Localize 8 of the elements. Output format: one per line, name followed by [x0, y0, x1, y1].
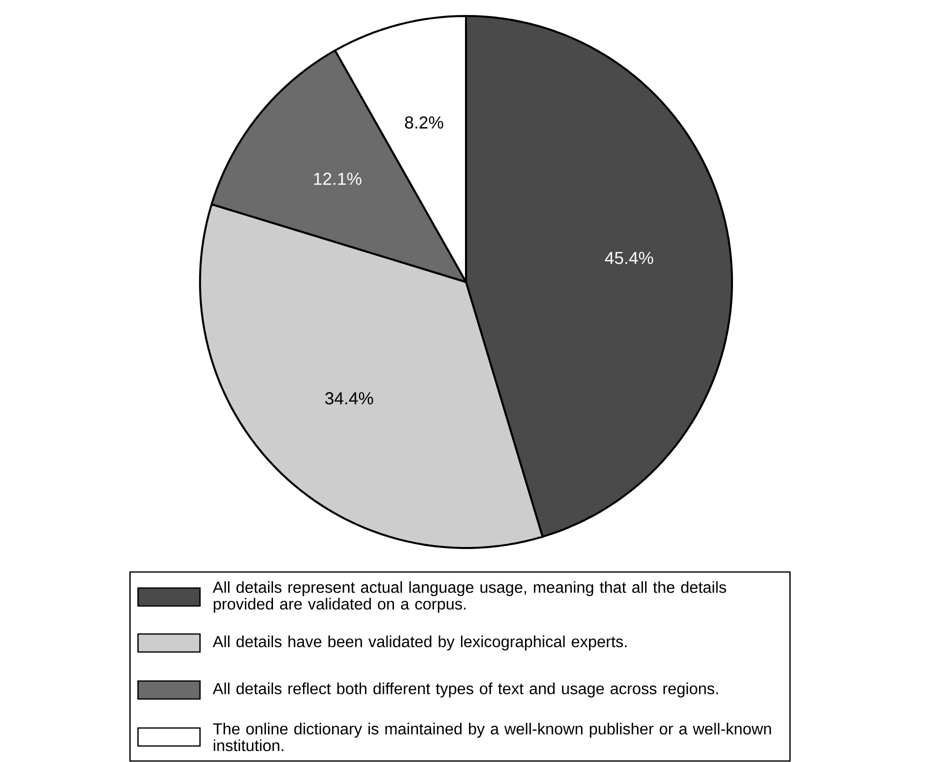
data-label: 34.4%: [325, 392, 374, 404]
legend-label: All details have been validated by lexicographical experts.: [212, 636, 627, 650]
legend-label: All details represent actual language usage, meaning that all the details provided are validated on a corpus.: [212, 581, 726, 613]
legend-label: The online dictionary is maintained by a well-known publisher or a well-known institution.: [213, 722, 771, 752]
data-label: 12.1%: [314, 172, 362, 185]
data-label: 45.4%: [605, 252, 654, 264]
data-label: 8.2%: [405, 116, 444, 129]
legend-label: All details reflect both different types of text and usage across regions.: [212, 682, 718, 698]
